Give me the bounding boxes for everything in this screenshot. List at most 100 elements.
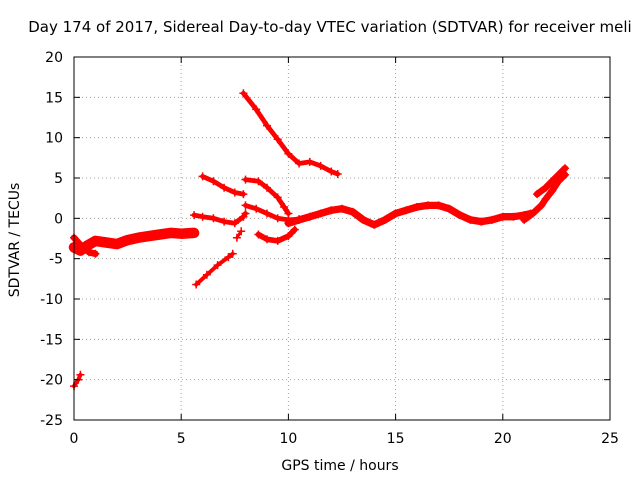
y-tick-label: 20 bbox=[45, 50, 63, 66]
x-tick-label: 0 bbox=[70, 431, 79, 447]
data-point bbox=[192, 280, 201, 289]
data-point bbox=[348, 207, 357, 216]
data-point bbox=[112, 240, 121, 249]
data-point bbox=[91, 249, 100, 258]
data-point bbox=[78, 243, 87, 252]
data-point bbox=[134, 233, 143, 242]
data-point bbox=[263, 209, 271, 218]
data-point bbox=[548, 177, 557, 186]
grid-lines bbox=[74, 57, 610, 420]
x-tick-label: 10 bbox=[279, 431, 297, 447]
data-point bbox=[123, 236, 132, 245]
data-point bbox=[477, 217, 486, 226]
data-point bbox=[177, 229, 186, 238]
y-tick-label: 5 bbox=[54, 171, 63, 187]
data-point bbox=[252, 204, 261, 213]
data-point bbox=[145, 232, 153, 241]
data-point bbox=[327, 206, 336, 215]
data-point bbox=[284, 232, 293, 241]
data-point bbox=[232, 233, 241, 242]
y-tick-label: 15 bbox=[45, 90, 63, 106]
data-point bbox=[284, 149, 293, 158]
data-point bbox=[528, 209, 537, 218]
data-point bbox=[102, 238, 111, 247]
plot-data bbox=[68, 89, 569, 391]
data-point bbox=[220, 217, 229, 226]
data-point bbox=[237, 227, 246, 236]
data-point bbox=[333, 170, 342, 178]
series-segment-h bbox=[284, 201, 535, 229]
data-point bbox=[230, 188, 239, 197]
data-point bbox=[327, 167, 336, 176]
data-point bbox=[498, 212, 507, 221]
data-point bbox=[252, 105, 261, 114]
x-tick-label: 20 bbox=[494, 431, 512, 447]
data-point bbox=[537, 201, 546, 210]
data-point bbox=[466, 215, 475, 224]
data-point bbox=[305, 157, 314, 166]
y-tick-label: -5 bbox=[49, 252, 63, 268]
y-axis-label: SDTVAR / TECUs bbox=[7, 183, 23, 298]
axis-ticks: 0 5 10 15 20 25 -25 -20 -15 -10 -5 0 5 10 15 20 bbox=[40, 50, 619, 447]
data-point bbox=[359, 215, 368, 224]
data-point bbox=[402, 206, 411, 215]
data-point bbox=[509, 212, 518, 221]
data-point bbox=[241, 201, 250, 210]
x-tick-label: 15 bbox=[387, 431, 405, 447]
data-point bbox=[295, 159, 304, 168]
y-tick-label: 0 bbox=[54, 211, 63, 227]
data-point bbox=[561, 164, 569, 173]
series-main-band bbox=[68, 227, 200, 256]
x-tick-label: 5 bbox=[177, 431, 186, 447]
data-point bbox=[370, 220, 379, 229]
data-point bbox=[239, 190, 248, 199]
data-point bbox=[533, 190, 542, 199]
data-point bbox=[155, 230, 164, 239]
data-point bbox=[520, 215, 529, 224]
data-point bbox=[280, 203, 289, 211]
data-point bbox=[413, 203, 421, 211]
data-point bbox=[305, 212, 314, 221]
data-point bbox=[254, 230, 263, 239]
y-tick-label: -20 bbox=[40, 373, 63, 389]
data-point bbox=[241, 175, 250, 184]
data-point bbox=[445, 204, 454, 213]
data-point bbox=[488, 215, 497, 224]
data-point bbox=[455, 211, 464, 220]
data-point bbox=[85, 248, 93, 257]
x-tick-label: 25 bbox=[601, 431, 619, 447]
chart-title: Day 174 of 2017, Sidereal Day-to-day VTE… bbox=[28, 18, 631, 36]
data-point bbox=[263, 121, 271, 130]
data-point bbox=[273, 193, 282, 202]
data-point bbox=[548, 186, 557, 195]
data-point bbox=[316, 209, 325, 218]
data-point bbox=[190, 211, 199, 220]
data-point bbox=[224, 253, 233, 262]
data-point bbox=[254, 177, 263, 186]
data-point bbox=[423, 201, 432, 210]
data-point bbox=[239, 89, 248, 98]
data-point bbox=[263, 183, 271, 192]
data-point bbox=[554, 170, 563, 179]
series-segment-d bbox=[241, 90, 341, 177]
plot-frame bbox=[73, 56, 611, 421]
data-point bbox=[166, 228, 175, 237]
data-point bbox=[316, 161, 325, 170]
data-point bbox=[541, 183, 550, 192]
data-point bbox=[190, 228, 199, 237]
data-point bbox=[220, 183, 229, 192]
data-point bbox=[228, 249, 237, 258]
data-point bbox=[273, 214, 282, 223]
data-point bbox=[290, 225, 299, 234]
data-point bbox=[263, 235, 271, 244]
data-point bbox=[284, 219, 293, 228]
data-point bbox=[295, 215, 304, 224]
data-point bbox=[76, 370, 85, 379]
data-point bbox=[273, 236, 282, 245]
data-point bbox=[541, 195, 550, 203]
data-point bbox=[213, 261, 222, 270]
series-segment-a bbox=[191, 211, 248, 226]
series-segment-f bbox=[243, 203, 302, 223]
data-point bbox=[241, 209, 250, 218]
